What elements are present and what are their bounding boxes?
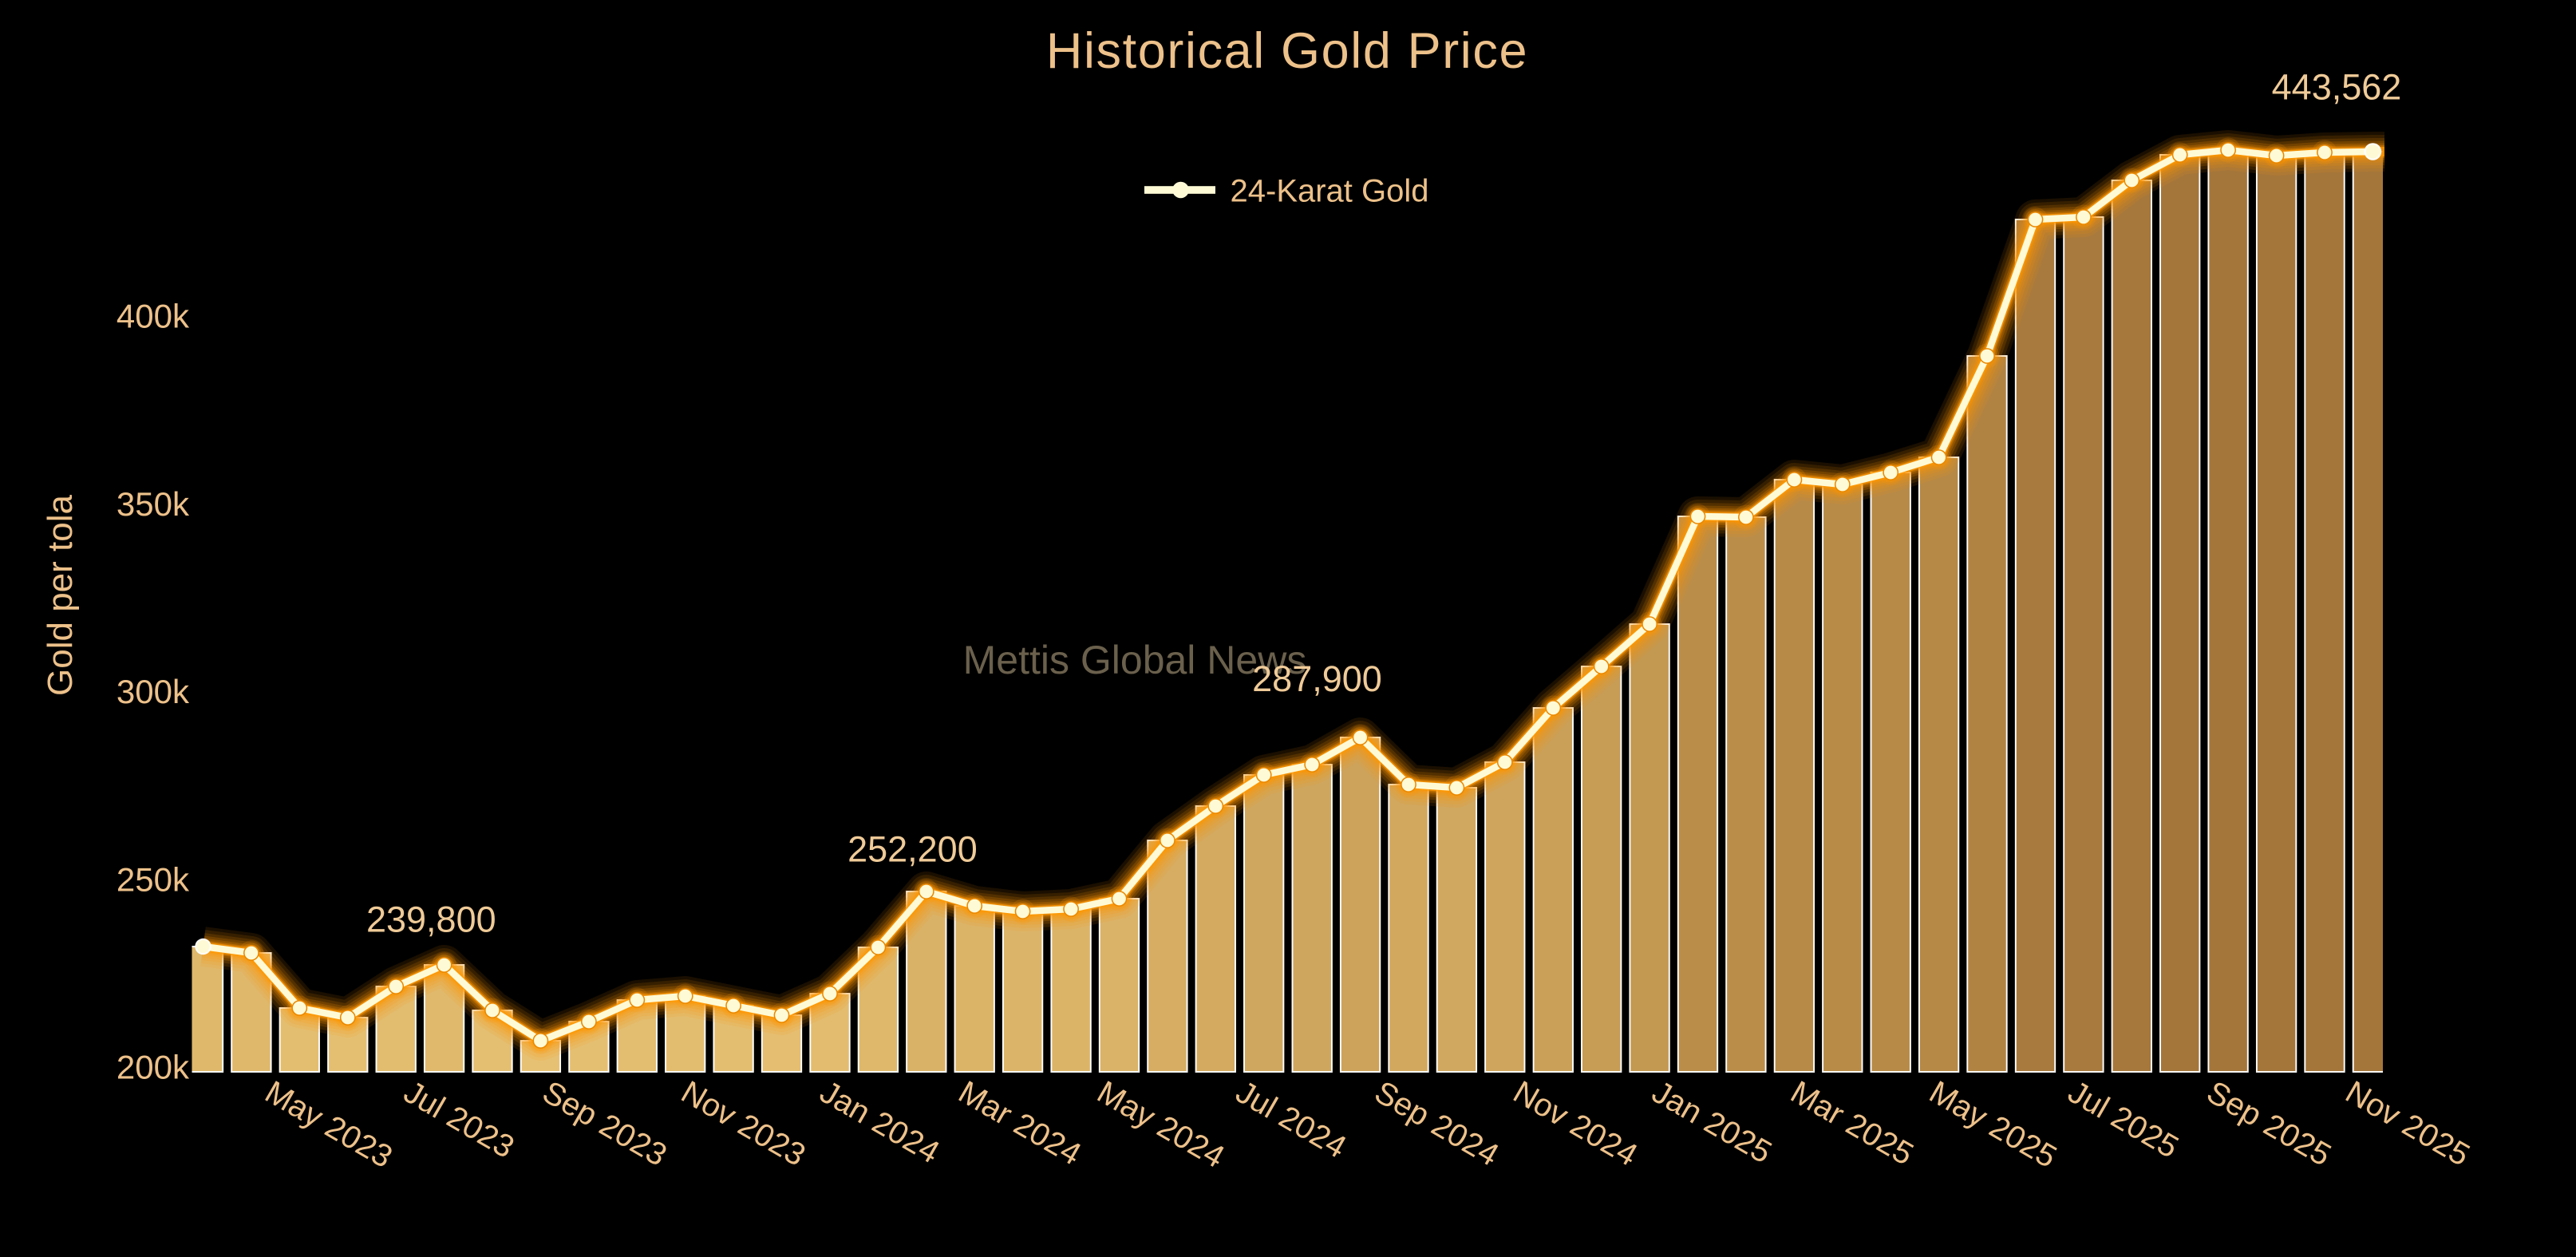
svg-text:24-Karat Gold: 24-Karat Gold xyxy=(1231,174,1429,209)
svg-text:200k: 200k xyxy=(117,1049,190,1086)
svg-text:300k: 300k xyxy=(117,673,190,710)
svg-text:400k: 400k xyxy=(117,298,190,335)
svg-text:250k: 250k xyxy=(117,860,190,898)
svg-text:350k: 350k xyxy=(117,485,190,523)
svg-text:Gold per tola: Gold per tola xyxy=(41,495,80,696)
svg-text:287,900: 287,900 xyxy=(1252,658,1382,699)
svg-text:Mettis Global News: Mettis Global News xyxy=(963,638,1307,682)
svg-text:239,800: 239,800 xyxy=(366,899,496,940)
svg-text:252,200: 252,200 xyxy=(847,829,978,870)
svg-text:443,562: 443,562 xyxy=(2272,66,2402,107)
svg-text:Historical Gold Price: Historical Gold Price xyxy=(1046,23,1528,79)
